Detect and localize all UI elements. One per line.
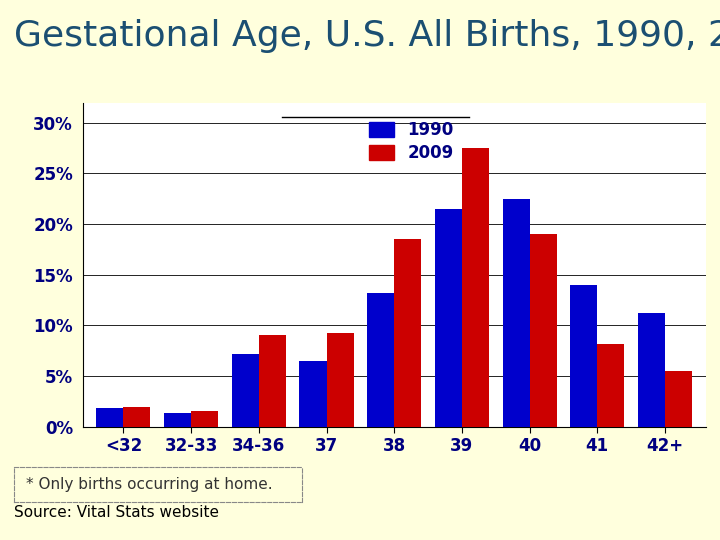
Bar [326, 333, 354, 427]
Bar [367, 293, 395, 427]
Bar [96, 408, 123, 427]
Legend: 1990, 2009: 1990, 2009 [363, 114, 461, 168]
Bar [395, 239, 421, 427]
Bar [191, 411, 218, 427]
Bar [300, 361, 326, 427]
Bar [503, 199, 530, 427]
Bar [435, 209, 462, 427]
Bar [462, 148, 489, 427]
Bar [665, 371, 692, 427]
Bar [164, 414, 191, 427]
Bar [530, 234, 557, 427]
Bar [570, 285, 598, 427]
Bar [638, 313, 665, 427]
Bar [232, 354, 258, 427]
Text: Source: Vital Stats website: Source: Vital Stats website [14, 505, 220, 520]
Bar [258, 335, 286, 427]
Text: * Only births occurring at home.: * Only births occurring at home. [26, 477, 273, 492]
Bar [123, 407, 150, 427]
Text: Gestational Age, U.S. All Births, 1990, 2009: Gestational Age, U.S. All Births, 1990, … [14, 19, 720, 53]
Bar [598, 343, 624, 427]
